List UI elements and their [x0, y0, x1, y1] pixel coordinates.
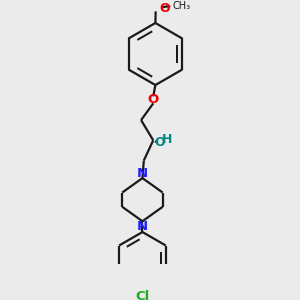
Text: O: O	[159, 2, 169, 15]
Text: O: O	[148, 93, 159, 106]
Text: Cl: Cl	[135, 290, 150, 300]
Text: N: N	[137, 167, 148, 180]
Text: O: O	[155, 136, 165, 149]
Text: N: N	[137, 220, 148, 232]
Text: CH₃: CH₃	[173, 1, 191, 11]
Text: H: H	[162, 133, 172, 146]
